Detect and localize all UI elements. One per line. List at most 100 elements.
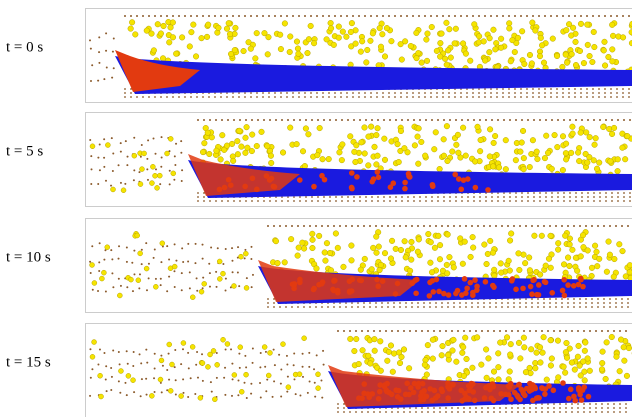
wall-particle	[145, 242, 148, 245]
particle	[534, 156, 541, 163]
wall-particle	[293, 352, 296, 355]
particle	[91, 339, 97, 345]
red-particle	[316, 281, 322, 288]
red-particle	[429, 397, 436, 404]
wall-particle	[103, 78, 106, 81]
wall-particle	[364, 15, 366, 17]
particle	[463, 355, 470, 363]
particle	[625, 345, 632, 352]
particle	[192, 53, 200, 60]
wall-particle	[140, 248, 143, 251]
particle	[143, 27, 150, 34]
wall-particle	[322, 15, 324, 17]
wall-particle	[173, 270, 176, 273]
particle	[616, 241, 623, 248]
particle	[528, 60, 535, 67]
particle	[572, 38, 579, 45]
particle	[150, 47, 157, 54]
particle	[353, 142, 360, 149]
particle	[105, 142, 111, 148]
particle	[137, 250, 143, 257]
wall-particle	[214, 15, 216, 17]
red-particle	[311, 183, 317, 190]
wall-particle	[215, 285, 218, 288]
particle	[173, 50, 180, 57]
wall-particle	[105, 390, 108, 393]
particle	[601, 38, 608, 45]
particle	[507, 237, 514, 244]
particle	[226, 31, 234, 38]
wall-particle	[140, 362, 143, 365]
particle	[512, 157, 519, 164]
wall-particle	[166, 389, 169, 392]
particle	[365, 162, 372, 169]
wall-particle	[224, 289, 227, 292]
particle	[438, 30, 445, 37]
wall-particle	[209, 119, 211, 121]
particle	[509, 37, 516, 44]
wall-particle	[250, 15, 252, 17]
particle	[415, 125, 422, 132]
wall-particle	[395, 119, 397, 121]
particle	[484, 250, 491, 257]
wall-particle	[89, 138, 92, 141]
wall-particle	[132, 351, 135, 354]
wall-particle	[131, 261, 134, 264]
particle	[563, 140, 570, 147]
wall-particle	[133, 249, 136, 252]
particle	[606, 125, 613, 133]
red-particle	[508, 278, 515, 284]
particle	[471, 21, 478, 28]
wall-particle	[145, 393, 148, 396]
red-particle	[578, 397, 585, 403]
particle	[498, 269, 505, 276]
wall-particle	[184, 15, 186, 17]
particle	[443, 19, 450, 26]
wall-particle	[103, 352, 106, 355]
particle	[554, 337, 561, 344]
red-particle	[374, 169, 381, 175]
red-particle	[482, 279, 489, 285]
particle	[542, 262, 549, 269]
wall-particle	[532, 15, 534, 17]
wall-particle	[215, 270, 218, 273]
red-particle	[491, 284, 497, 290]
wall-particle	[196, 351, 199, 354]
particle	[584, 247, 591, 254]
particle	[575, 342, 582, 349]
wall-particle	[363, 225, 365, 227]
wall-particle	[224, 248, 227, 251]
particle	[562, 51, 569, 58]
particle	[571, 366, 578, 373]
particle	[402, 38, 409, 45]
wall-particle	[110, 249, 113, 252]
particle	[520, 127, 527, 134]
particle	[371, 336, 378, 343]
red-particle	[455, 176, 462, 182]
particle	[626, 262, 632, 269]
particle	[428, 23, 435, 31]
wall-particle	[224, 277, 227, 280]
particle	[428, 269, 436, 276]
particle	[599, 348, 606, 355]
particle	[483, 374, 490, 381]
wall-particle	[583, 330, 585, 332]
wall-particle	[215, 119, 217, 121]
red-particle	[369, 391, 376, 397]
particle	[347, 28, 354, 36]
particle	[472, 158, 479, 165]
wall-particle	[133, 273, 136, 276]
particle	[517, 148, 524, 155]
particle	[469, 234, 476, 241]
particle	[516, 266, 523, 274]
wall-particle	[379, 330, 381, 332]
particle	[404, 149, 411, 156]
blue-particles	[115, 56, 632, 94]
particle	[89, 354, 96, 360]
wall-particle	[159, 183, 162, 186]
particle	[445, 352, 452, 359]
wall-particle	[208, 15, 210, 17]
wall-particle	[132, 365, 135, 368]
wall-particle	[110, 375, 113, 378]
particle	[335, 34, 342, 41]
